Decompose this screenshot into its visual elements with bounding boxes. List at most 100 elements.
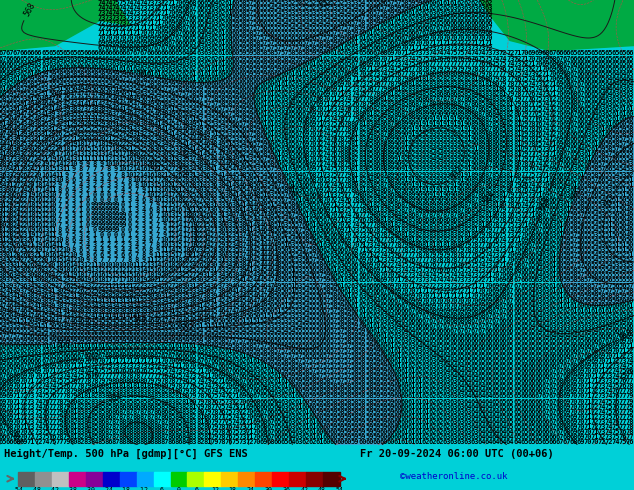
Text: 57: 57 xyxy=(259,343,268,349)
Text: 64: 64 xyxy=(499,419,507,425)
Text: 64: 64 xyxy=(175,55,183,62)
Text: 24: 24 xyxy=(105,131,113,137)
Text: 69: 69 xyxy=(175,358,183,364)
Text: 42: 42 xyxy=(245,212,254,218)
Text: 21: 21 xyxy=(62,272,70,278)
Text: 77: 77 xyxy=(337,131,346,137)
Text: 58: 58 xyxy=(386,5,395,11)
Text: 61: 61 xyxy=(288,75,296,82)
Text: 15: 15 xyxy=(83,147,92,152)
Text: 15: 15 xyxy=(146,268,155,273)
Text: 68: 68 xyxy=(450,25,458,31)
Text: 31: 31 xyxy=(6,182,15,188)
Text: 71: 71 xyxy=(415,288,423,294)
Text: 83: 83 xyxy=(436,81,444,87)
Text: 52: 52 xyxy=(182,111,190,117)
Text: 10: 10 xyxy=(161,217,169,223)
Text: 44: 44 xyxy=(175,313,183,319)
Text: 63: 63 xyxy=(288,91,296,97)
Text: 77: 77 xyxy=(443,262,451,269)
Text: 65: 65 xyxy=(344,61,353,67)
Text: 7: 7 xyxy=(100,167,104,172)
Text: 80: 80 xyxy=(351,121,359,127)
Text: 92: 92 xyxy=(408,147,416,152)
Text: 64: 64 xyxy=(471,378,479,384)
Text: 69: 69 xyxy=(478,30,486,36)
Text: 18: 18 xyxy=(27,222,36,228)
Text: 70: 70 xyxy=(492,277,500,284)
Text: 58: 58 xyxy=(344,409,353,415)
Text: 68: 68 xyxy=(259,419,268,425)
Text: 35: 35 xyxy=(231,247,240,253)
Text: 81: 81 xyxy=(506,101,514,107)
Text: 67: 67 xyxy=(0,429,7,435)
Text: 60: 60 xyxy=(400,393,409,399)
Text: 55: 55 xyxy=(619,156,627,162)
Text: 60: 60 xyxy=(175,75,183,82)
Text: 75: 75 xyxy=(485,247,493,253)
Text: 66: 66 xyxy=(513,308,522,314)
Text: 56: 56 xyxy=(105,75,113,82)
Text: 24: 24 xyxy=(55,136,63,142)
Text: 65: 65 xyxy=(288,136,296,142)
Text: 58: 58 xyxy=(55,71,63,76)
Text: 70: 70 xyxy=(576,424,585,430)
Text: 68: 68 xyxy=(569,368,578,374)
Text: 59: 59 xyxy=(386,393,395,399)
Text: 70: 70 xyxy=(626,338,634,344)
Text: 61: 61 xyxy=(415,383,423,390)
Text: 38: 38 xyxy=(238,222,247,228)
Text: 78: 78 xyxy=(527,136,536,142)
Text: 60: 60 xyxy=(379,429,387,435)
Text: 84: 84 xyxy=(499,167,507,172)
Text: 53: 53 xyxy=(98,81,106,87)
Text: 58: 58 xyxy=(372,15,380,21)
Text: 87: 87 xyxy=(485,161,493,168)
Text: 66: 66 xyxy=(393,303,402,309)
Text: 12: 12 xyxy=(161,202,169,208)
Text: 70: 70 xyxy=(309,151,317,157)
Text: 63: 63 xyxy=(273,126,282,132)
Text: 87: 87 xyxy=(119,414,127,419)
Text: 62: 62 xyxy=(182,66,190,72)
Text: 63: 63 xyxy=(583,323,592,329)
Text: 84: 84 xyxy=(83,419,92,425)
Text: 58: 58 xyxy=(238,30,247,36)
Text: 76: 76 xyxy=(450,262,458,269)
Text: 44: 44 xyxy=(259,252,268,258)
Text: 7: 7 xyxy=(64,182,68,188)
Text: 66: 66 xyxy=(386,40,395,47)
Text: 55: 55 xyxy=(309,283,317,289)
Text: 5: 5 xyxy=(64,217,68,223)
Text: 69: 69 xyxy=(245,404,254,410)
Text: 63: 63 xyxy=(450,409,458,415)
Text: 32: 32 xyxy=(6,257,15,263)
Text: 93: 93 xyxy=(415,156,423,162)
Text: 62: 62 xyxy=(175,71,183,76)
Text: 53: 53 xyxy=(62,328,70,334)
Text: 63: 63 xyxy=(119,61,127,67)
Text: 78: 78 xyxy=(168,378,176,384)
Text: 11: 11 xyxy=(133,262,141,269)
Text: 63: 63 xyxy=(0,81,7,87)
Text: 60: 60 xyxy=(231,40,240,47)
Text: 91: 91 xyxy=(456,121,465,127)
Text: 6: 6 xyxy=(71,237,75,243)
Text: 17: 17 xyxy=(175,202,183,208)
Bar xyxy=(153,471,171,486)
Text: 70: 70 xyxy=(583,373,592,379)
Text: 37: 37 xyxy=(238,247,247,253)
Text: 61: 61 xyxy=(400,358,409,364)
Text: 76: 76 xyxy=(182,378,190,384)
Text: 64: 64 xyxy=(450,10,458,16)
Text: 92: 92 xyxy=(463,147,472,152)
Text: 50: 50 xyxy=(62,86,70,92)
Text: 55: 55 xyxy=(583,227,592,233)
Text: 65: 65 xyxy=(358,50,366,56)
Text: 71: 71 xyxy=(146,20,155,26)
Text: 62: 62 xyxy=(153,66,162,72)
Text: 59: 59 xyxy=(351,323,359,329)
Text: 17: 17 xyxy=(34,237,42,243)
Text: 12: 12 xyxy=(153,257,162,263)
Text: 34: 34 xyxy=(224,262,233,269)
